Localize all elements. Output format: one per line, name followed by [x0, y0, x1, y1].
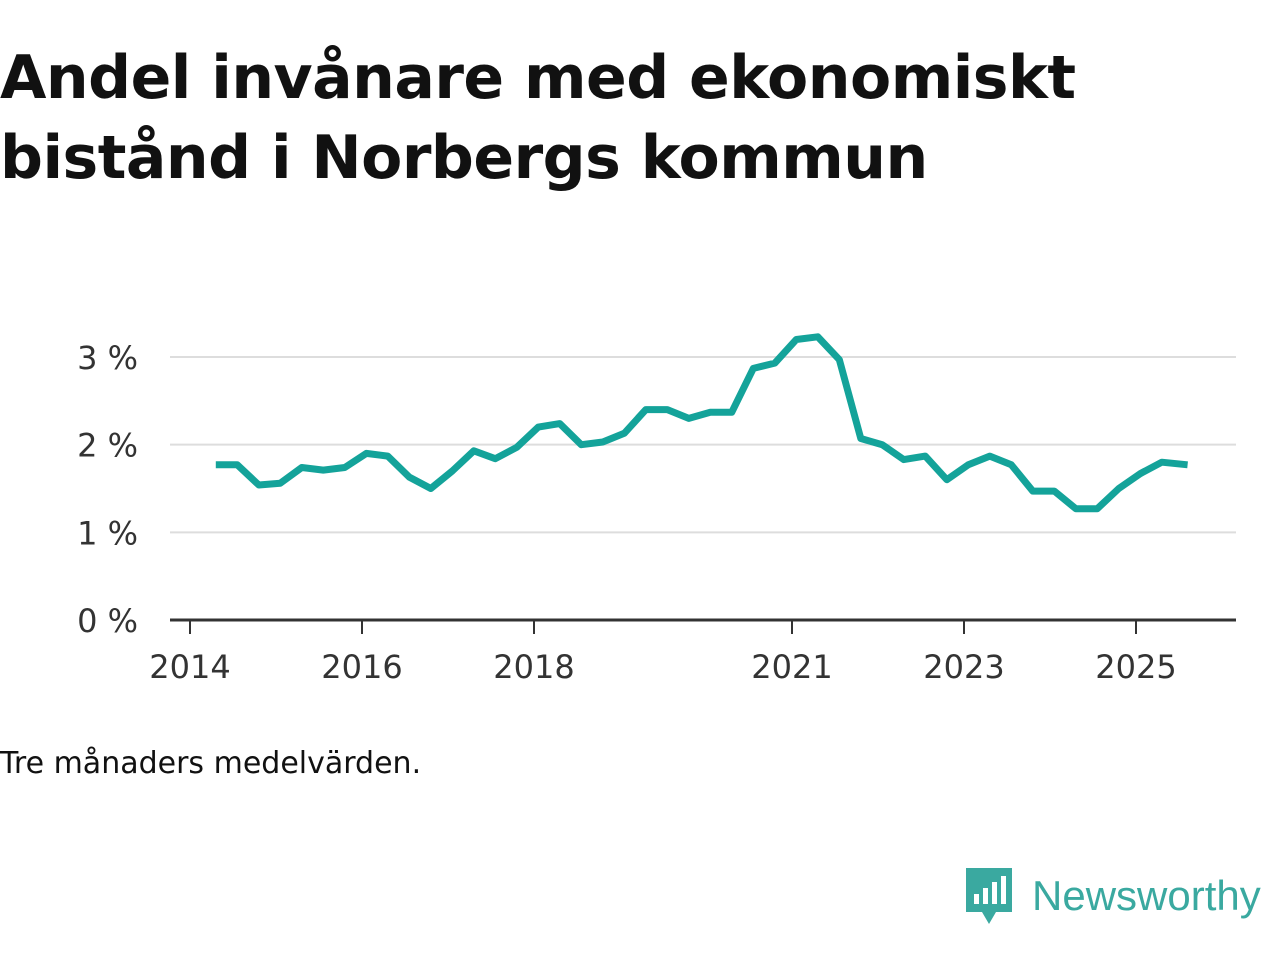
line-chart: 0 % 1 % 2 % 3 % 2014 2016 2018 2021 2023 2025	[77, 333, 1236, 686]
x-tick-label: 2023	[923, 648, 1004, 686]
chart-title: Andel invånare med ekonomiskt bistånd i …	[0, 43, 1076, 193]
brand-name: Newsworthy	[1032, 872, 1261, 919]
y-tick-label: 0 %	[77, 602, 138, 640]
y-tick-label: 1 %	[77, 514, 138, 552]
y-tick-label: 2 %	[77, 427, 138, 465]
series-line	[215, 333, 1188, 513]
newsworthy-logo-icon	[966, 868, 1012, 924]
axis-layer: 0 % 1 % 2 % 3 % 2014 2016 2018 2021 2023 2025	[77, 339, 1236, 686]
x-tick-label: 2025	[1095, 648, 1176, 686]
grid-layer	[170, 356, 1236, 534]
y-tick-label: 3 %	[77, 339, 138, 377]
x-tick-label: 2014	[149, 648, 230, 686]
x-tick-label: 2021	[751, 648, 832, 686]
brand-logo: Newsworthy	[964, 864, 1261, 928]
x-tick-label: 2018	[493, 648, 574, 686]
chart-note: Tre månaders medelvärden.	[0, 746, 422, 781]
x-tick-label: 2016	[321, 648, 402, 686]
series-layer	[215, 333, 1188, 513]
